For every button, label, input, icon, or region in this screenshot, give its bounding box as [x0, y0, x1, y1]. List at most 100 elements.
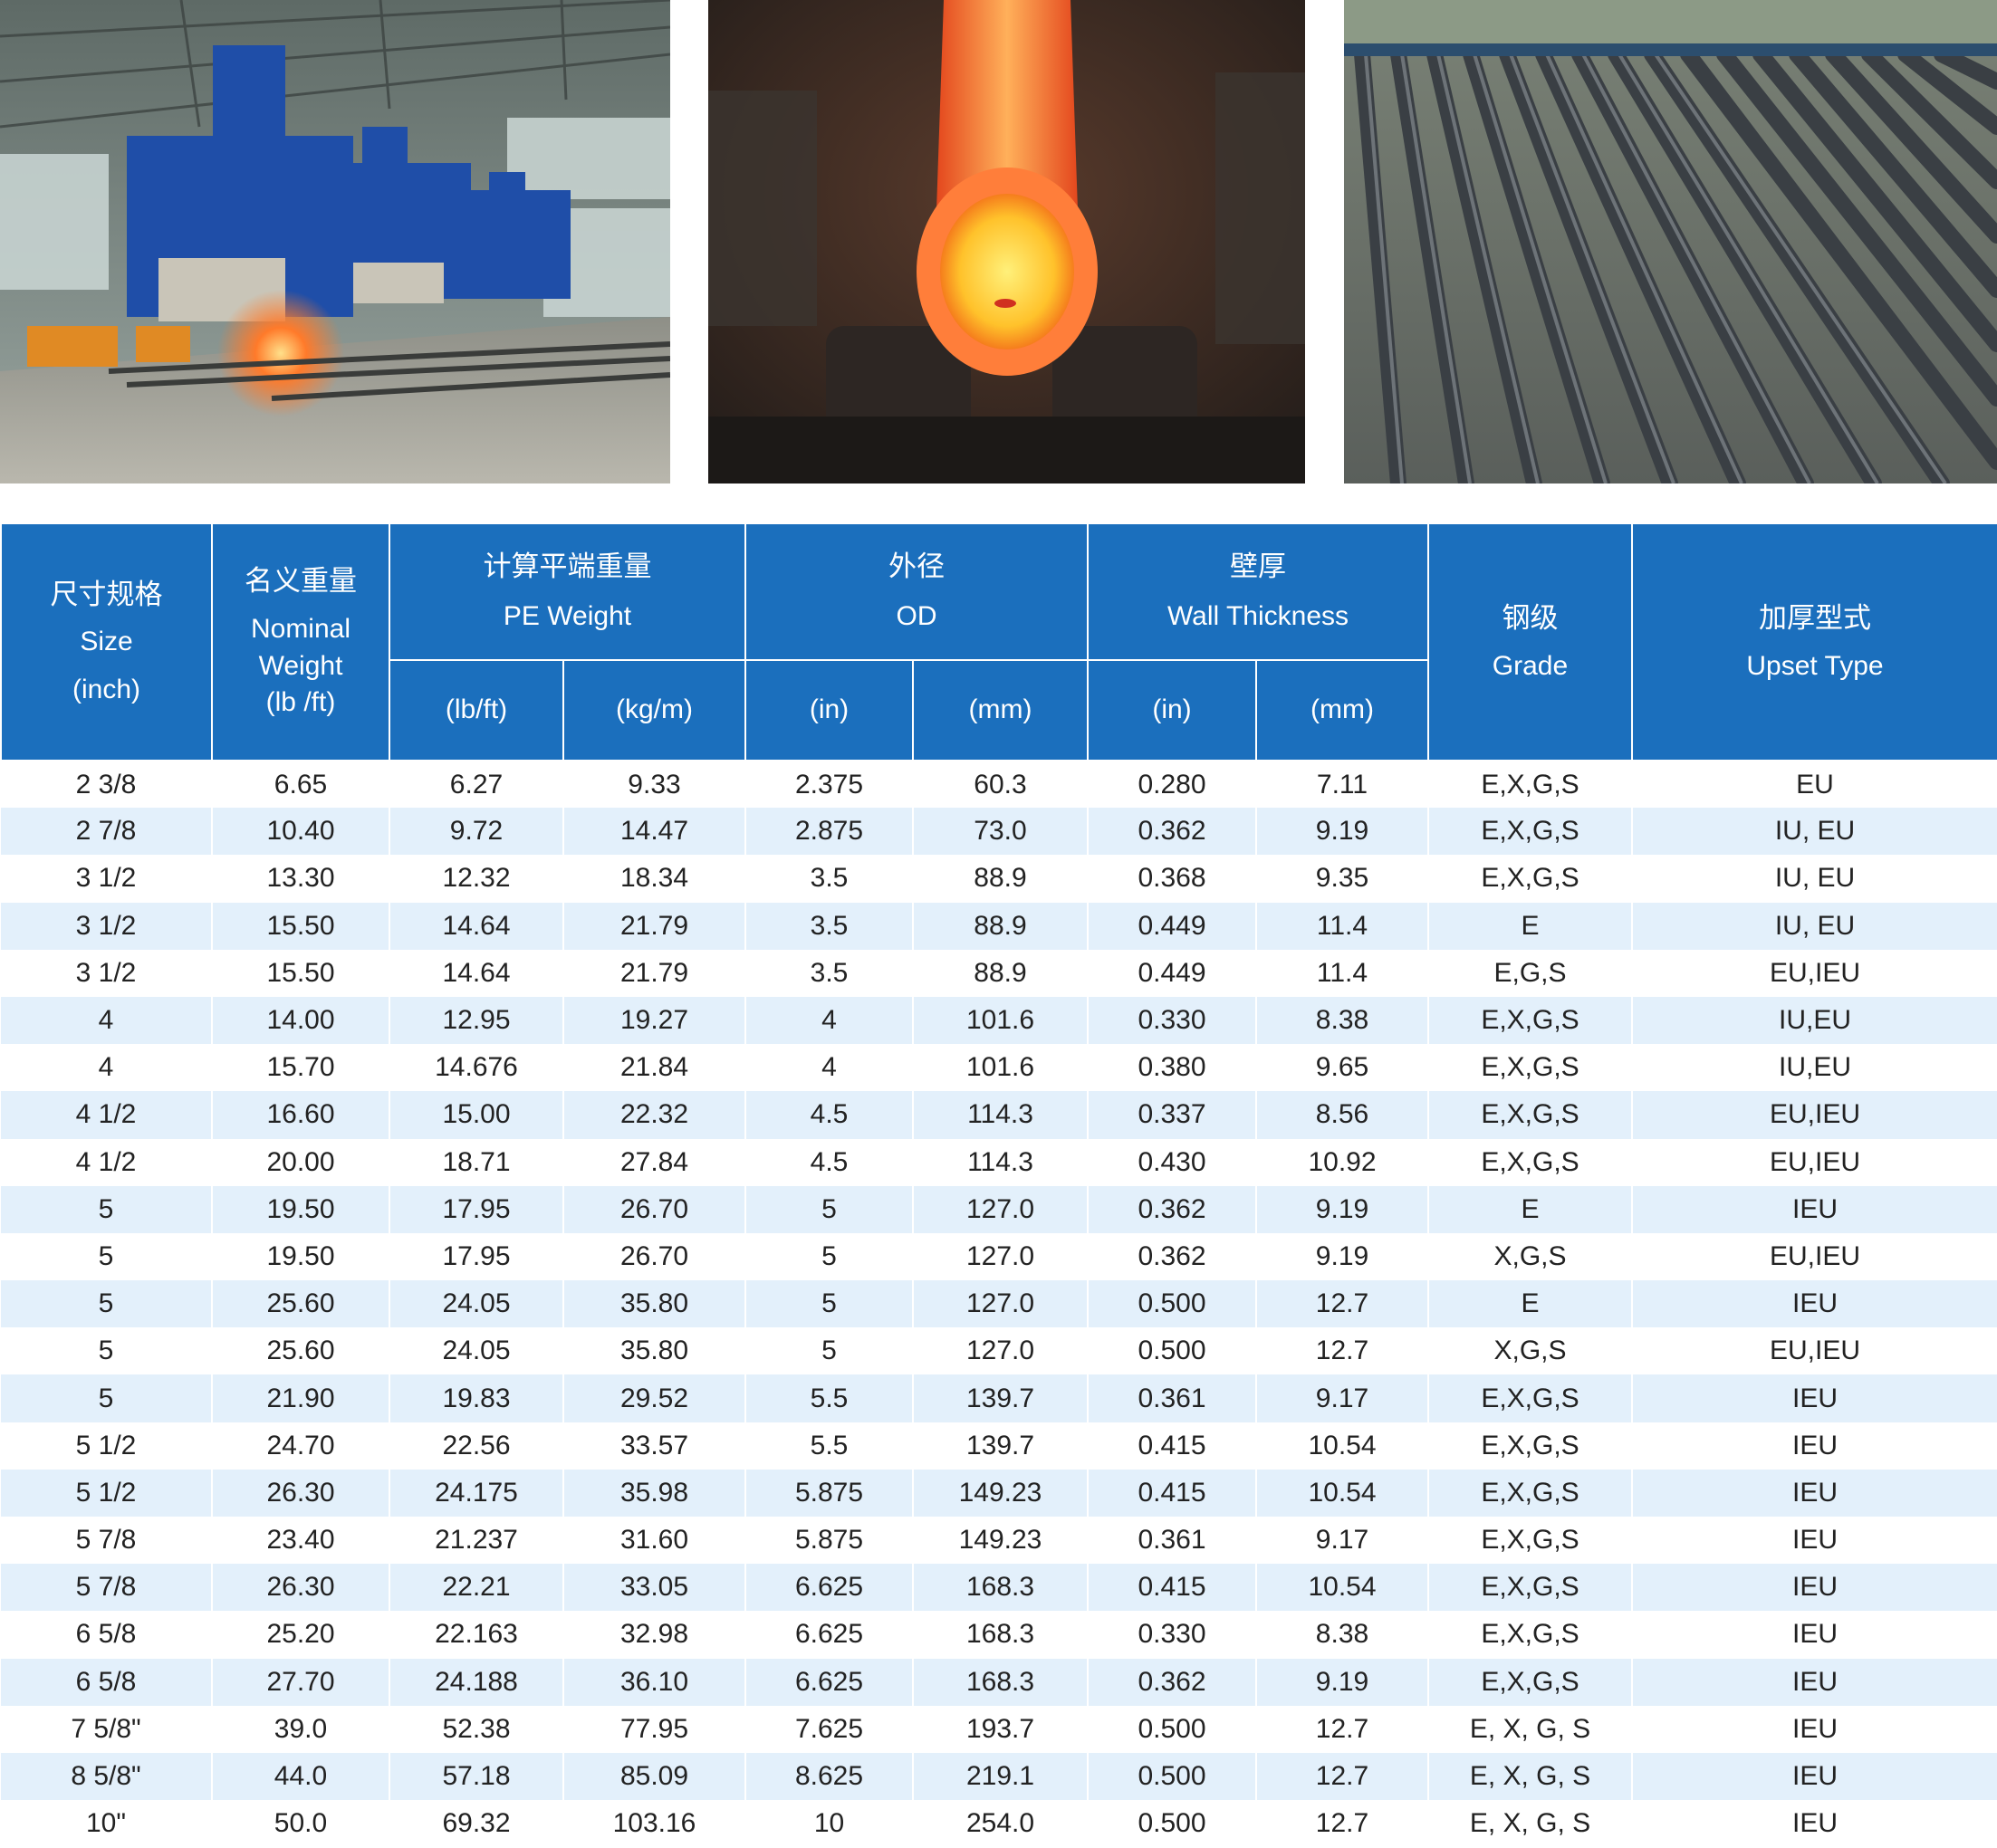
cell-grade: E,X,G,S [1428, 1611, 1633, 1659]
cell-wall-in: 0.449 [1088, 949, 1257, 997]
cell-wall-mm: 9.19 [1256, 808, 1429, 856]
cell-od-mm: 168.3 [913, 1611, 1089, 1659]
forging-furnace-line-photo [0, 0, 670, 484]
cell-size: 5 [1, 1280, 213, 1328]
cell-od-mm: 101.6 [913, 996, 1089, 1045]
cell-pe-kgm: 35.80 [563, 1327, 746, 1375]
cell-pe-kgm: 26.70 [563, 1185, 746, 1233]
cell-pe-lbft: 19.83 [389, 1374, 564, 1422]
cell-pe-lbft: 14.64 [389, 902, 564, 950]
cell-nominal-weight: 15.50 [212, 949, 390, 997]
cell-size: 4 [1, 996, 213, 1045]
cell-nominal-weight: 26.30 [212, 1469, 390, 1517]
cell-od-mm: 149.23 [913, 1469, 1089, 1517]
cell-pe-kgm: 33.05 [563, 1564, 746, 1612]
cell-grade: E,X,G,S [1428, 1658, 1633, 1706]
cell-upset-type: IU, EU [1632, 808, 1997, 856]
cell-nominal-weight: 23.40 [212, 1517, 390, 1565]
cell-od-in: 5 [745, 1232, 914, 1281]
cell-pe-lbft: 18.71 [389, 1138, 564, 1186]
cell-upset-type: IEU [1632, 1185, 1997, 1233]
cell-od-in: 6.625 [745, 1658, 914, 1706]
cell-grade: E [1428, 1185, 1633, 1233]
cell-grade: E, X, G, S [1428, 1705, 1633, 1753]
cell-wall-mm: 9.19 [1256, 1185, 1429, 1233]
header-nominal-weight: 名义重量 Nominal Weight (lb /ft) [211, 522, 390, 761]
cell-size: 10" [1, 1800, 213, 1848]
cell-upset-type: IEU [1632, 1658, 1997, 1706]
cell-wall-in: 0.330 [1088, 996, 1257, 1045]
header-wall-thickness: 壁厚 Wall Thickness [1087, 522, 1429, 661]
cell-od-mm: 149.23 [913, 1517, 1089, 1565]
cell-pe-lbft: 14.64 [389, 949, 564, 997]
cell-grade: E [1428, 1280, 1633, 1328]
cell-nominal-weight: 14.00 [212, 996, 390, 1045]
cell-nominal-weight: 25.60 [212, 1280, 390, 1328]
cell-wall-mm: 12.7 [1256, 1327, 1429, 1375]
cell-upset-type: IEU [1632, 1469, 1997, 1517]
cell-nominal-weight: 19.50 [212, 1185, 390, 1233]
cell-wall-mm: 9.19 [1256, 1232, 1429, 1281]
finished-pipes-rack-photo [1344, 0, 1997, 484]
cell-od-in: 6.625 [745, 1611, 914, 1659]
header-od-in: (in) [744, 659, 914, 761]
cell-pe-lbft: 24.05 [389, 1280, 564, 1328]
header-grade: 钢级 Grade [1427, 522, 1633, 761]
cell-od-mm: 127.0 [913, 1232, 1089, 1281]
cell-pe-kgm: 9.33 [563, 761, 746, 809]
tubing-spec-table: 尺寸规格 Size (inch) 名义重量 Nominal Weight (lb… [0, 522, 1997, 1848]
cell-wall-in: 0.500 [1088, 1705, 1257, 1753]
cell-size: 5 [1, 1232, 213, 1281]
cell-size: 5 [1, 1374, 213, 1422]
header-size: 尺寸规格 Size (inch) [0, 522, 213, 761]
table-header: 尺寸规格 Size (inch) 名义重量 Nominal Weight (lb… [0, 522, 1997, 761]
cell-grade: X,G,S [1428, 1232, 1633, 1281]
cell-pe-kgm: 14.47 [563, 808, 746, 856]
header-wall-mm: (mm) [1255, 659, 1429, 761]
table-row: 4 1/2 20.00 18.71 27.84 4.5 114.3 0.430 10.92 E,… [1, 1138, 1997, 1186]
cell-wall-in: 0.500 [1088, 1800, 1257, 1848]
header-pe-lbft: (lb/ft) [389, 659, 564, 761]
cell-size: 7 5/8" [1, 1705, 213, 1753]
cell-nominal-weight: 6.65 [212, 761, 390, 809]
cell-upset-type: EU,IEU [1632, 1091, 1997, 1139]
cell-upset-type: EU,IEU [1632, 1232, 1997, 1281]
cell-upset-type: EU [1632, 761, 1997, 809]
cell-grade: E,X,G,S [1428, 1374, 1633, 1422]
cell-od-mm: 254.0 [913, 1800, 1089, 1848]
cell-wall-mm: 9.19 [1256, 1658, 1429, 1706]
cell-grade: E,X,G,S [1428, 996, 1633, 1045]
cell-nominal-weight: 25.60 [212, 1327, 390, 1375]
cell-pe-lbft: 12.32 [389, 855, 564, 903]
cell-pe-lbft: 69.32 [389, 1800, 564, 1848]
cell-pe-kgm: 29.52 [563, 1374, 746, 1422]
cell-od-mm: 88.9 [913, 949, 1089, 997]
cell-nominal-weight: 19.50 [212, 1232, 390, 1281]
cell-upset-type: IU, EU [1632, 902, 1997, 950]
table-row: 2 7/8 10.40 9.72 14.47 2.875 73.0 0.362 9.19 E,X… [1, 808, 1997, 856]
cell-pe-lbft: 21.237 [389, 1517, 564, 1565]
table-body: 2 3/8 6.65 6.27 9.33 2.375 60.3 0.280 7.11 E,X,G… [1, 761, 1997, 1848]
cell-pe-kgm: 18.34 [563, 855, 746, 903]
cell-wall-in: 0.361 [1088, 1374, 1257, 1422]
cell-od-mm: 193.7 [913, 1705, 1089, 1753]
cell-size: 2 7/8 [1, 808, 213, 856]
cell-grade: X,G,S [1428, 1327, 1633, 1375]
table-row: 2 3/8 6.65 6.27 9.33 2.375 60.3 0.280 7.11 E,X,G… [1, 761, 1997, 809]
cell-od-mm: 127.0 [913, 1185, 1089, 1233]
cell-wall-mm: 10.54 [1256, 1469, 1429, 1517]
table-row: 4 15.70 14.676 21.84 4 101.6 0.380 9.65 E,X,G,S I… [1, 1044, 1997, 1092]
cell-wall-mm: 8.38 [1256, 1611, 1429, 1659]
cell-pe-lbft: 14.676 [389, 1044, 564, 1092]
table-row: 5 19.50 17.95 26.70 5 127.0 0.362 9.19 X,G,S EU,I… [1, 1232, 1997, 1281]
cell-upset-type: EU,IEU [1632, 949, 1997, 997]
cell-wall-mm: 9.35 [1256, 855, 1429, 903]
cell-wall-in: 0.415 [1088, 1422, 1257, 1470]
cell-od-mm: 139.7 [913, 1374, 1089, 1422]
cell-wall-mm: 10.54 [1256, 1422, 1429, 1470]
cell-pe-lbft: 9.72 [389, 808, 564, 856]
cell-nominal-weight: 20.00 [212, 1138, 390, 1186]
cell-pe-kgm: 33.57 [563, 1422, 746, 1470]
cell-wall-in: 0.362 [1088, 1232, 1257, 1281]
cell-od-mm: 127.0 [913, 1280, 1089, 1328]
